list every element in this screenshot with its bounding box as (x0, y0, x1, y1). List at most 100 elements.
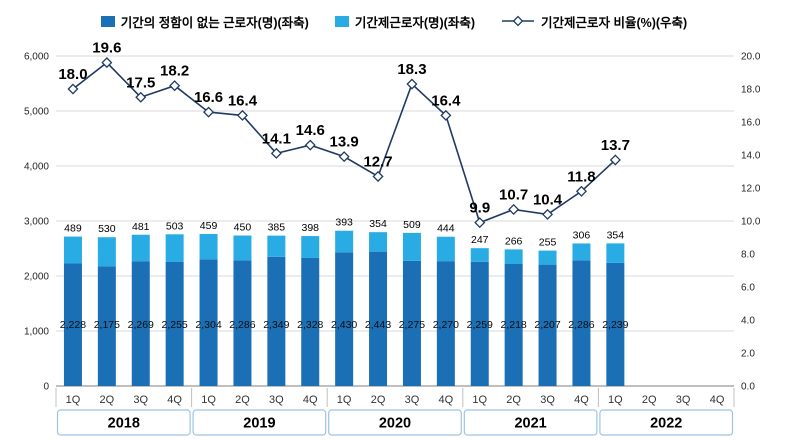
svg-text:0: 0 (43, 382, 49, 393)
combo-chart: 0 1,000 2,000 3,000 4,000 5,000 6,000 0.0 2.0 4.0… (24, 40, 761, 436)
svg-text:8.0: 8.0 (741, 250, 755, 261)
svg-text:20.0: 20.0 (741, 52, 761, 63)
svg-text:1Q: 1Q (337, 394, 352, 406)
svg-text:459: 459 (200, 220, 218, 232)
svg-text:6,000: 6,000 (24, 52, 49, 63)
svg-text:481: 481 (132, 221, 150, 233)
svg-text:3Q: 3Q (540, 394, 555, 406)
svg-text:4Q: 4Q (574, 394, 589, 406)
svg-text:1Q: 1Q (201, 394, 216, 406)
svg-text:2,175: 2,175 (94, 319, 120, 331)
svg-text:4.0: 4.0 (741, 316, 755, 327)
svg-text:19.6: 19.6 (92, 40, 121, 57)
svg-text:2,443: 2,443 (365, 319, 391, 331)
svg-text:2.0: 2.0 (741, 349, 755, 360)
svg-text:2,270: 2,270 (433, 319, 459, 331)
svg-text:2,218: 2,218 (501, 319, 527, 331)
svg-text:1Q: 1Q (608, 394, 623, 406)
legend-label-permanent: 기간의 정함이 없는 근로자(명)(좌축) (120, 15, 309, 30)
svg-text:255: 255 (539, 237, 557, 249)
svg-text:1Q: 1Q (472, 394, 487, 406)
svg-text:3,000: 3,000 (24, 217, 49, 228)
legend-swatch-fixedterm (334, 15, 349, 27)
svg-text:14.1: 14.1 (262, 130, 291, 147)
legend-label-ratio: 기간제근로자 비율(%)(우축) (540, 15, 688, 30)
svg-text:2022: 2022 (650, 416, 682, 432)
svg-text:18.3: 18.3 (397, 61, 426, 78)
svg-text:530: 530 (98, 223, 116, 235)
svg-text:306: 306 (573, 229, 591, 241)
svg-text:2,286: 2,286 (568, 319, 594, 331)
svg-text:16.4: 16.4 (228, 92, 258, 109)
svg-text:354: 354 (369, 218, 387, 230)
svg-text:489: 489 (64, 223, 82, 235)
svg-text:247: 247 (471, 234, 489, 246)
svg-text:13.9: 13.9 (330, 134, 359, 151)
svg-text:2Q: 2Q (371, 394, 386, 406)
svg-text:9.9: 9.9 (469, 200, 490, 217)
svg-text:1,000: 1,000 (24, 327, 49, 338)
chart-legend: 기간의 정함이 없는 근로자(명)(좌축) 기간제근로자(명)(좌축) 기간제근… (0, 0, 788, 34)
svg-text:444: 444 (437, 223, 455, 235)
svg-text:2021: 2021 (514, 416, 546, 432)
svg-text:2020: 2020 (379, 416, 411, 432)
svg-text:2,328: 2,328 (297, 319, 323, 331)
svg-text:2,275: 2,275 (399, 319, 425, 331)
svg-text:3Q: 3Q (269, 394, 284, 406)
svg-text:503: 503 (166, 220, 184, 232)
svg-text:398: 398 (301, 222, 319, 234)
legend-item-permanent-workers: 기간의 정함이 없는 근로자(명)(좌축) (100, 12, 309, 31)
svg-text:385: 385 (268, 222, 286, 234)
svg-text:16.0: 16.0 (741, 118, 761, 129)
svg-text:16.4: 16.4 (431, 92, 461, 109)
svg-text:354: 354 (607, 229, 625, 241)
svg-text:2,430: 2,430 (331, 319, 357, 331)
svg-text:2Q: 2Q (235, 394, 250, 406)
svg-text:4Q: 4Q (710, 394, 725, 406)
svg-text:6.0: 6.0 (741, 283, 755, 294)
svg-text:266: 266 (505, 235, 523, 247)
svg-text:2,269: 2,269 (128, 319, 154, 331)
svg-text:3Q: 3Q (133, 394, 148, 406)
svg-text:18.0: 18.0 (741, 85, 761, 96)
svg-text:11.8: 11.8 (567, 168, 595, 185)
svg-text:4Q: 4Q (439, 394, 454, 406)
svg-text:2,239: 2,239 (602, 319, 628, 331)
svg-text:2,304: 2,304 (195, 319, 221, 331)
svg-text:12.7: 12.7 (363, 153, 392, 170)
svg-text:10.4: 10.4 (533, 191, 563, 208)
svg-text:450: 450 (234, 222, 252, 234)
legend-item-ratio: 기간제근로자 비율(%)(우축) (501, 12, 687, 31)
legend-line-marker-icon (501, 15, 535, 27)
svg-text:509: 509 (403, 219, 421, 231)
svg-text:2,349: 2,349 (263, 319, 289, 331)
svg-text:2,228: 2,228 (60, 319, 86, 331)
svg-text:0.0: 0.0 (741, 382, 755, 393)
svg-text:3Q: 3Q (405, 394, 420, 406)
svg-text:14.0: 14.0 (741, 151, 761, 162)
svg-text:14.6: 14.6 (296, 122, 325, 139)
svg-text:17.5: 17.5 (126, 74, 155, 91)
svg-text:2Q: 2Q (642, 394, 657, 406)
svg-text:3Q: 3Q (676, 394, 691, 406)
svg-text:16.6: 16.6 (194, 89, 223, 106)
legend-label-fixedterm: 기간제근로자(명)(좌축) (354, 15, 475, 30)
svg-text:5,000: 5,000 (24, 107, 49, 118)
svg-text:2,286: 2,286 (229, 319, 255, 331)
svg-text:4,000: 4,000 (24, 162, 49, 173)
svg-text:2,255: 2,255 (162, 319, 188, 331)
svg-text:12.0: 12.0 (741, 184, 761, 195)
svg-text:1Q: 1Q (66, 394, 81, 406)
svg-text:18.0: 18.0 (58, 66, 87, 83)
svg-text:2Q: 2Q (100, 394, 115, 406)
svg-text:393: 393 (335, 217, 353, 229)
legend-swatch-permanent (100, 15, 115, 27)
svg-text:10.7: 10.7 (499, 186, 528, 203)
svg-text:18.2: 18.2 (160, 63, 189, 80)
svg-text:2,259: 2,259 (467, 319, 493, 331)
svg-text:2Q: 2Q (506, 394, 521, 406)
legend-item-fixedterm-workers: 기간제근로자(명)(좌축) (334, 12, 475, 31)
svg-text:4Q: 4Q (167, 394, 182, 406)
svg-text:2018: 2018 (108, 416, 140, 432)
